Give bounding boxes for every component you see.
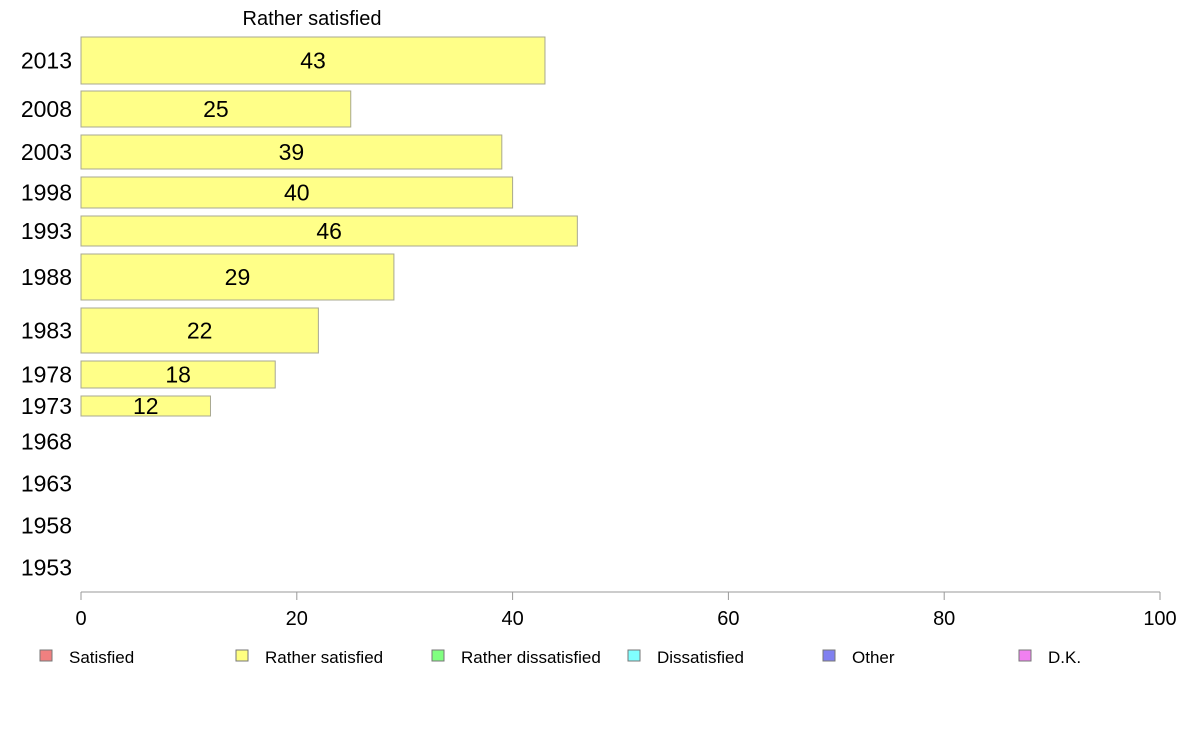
legend-label-3: Dissatisfied bbox=[657, 648, 744, 667]
legend-label-1: Rather satisfied bbox=[265, 648, 383, 667]
x-tick-label-60: 60 bbox=[717, 608, 739, 630]
x-tick-label-80: 80 bbox=[933, 608, 955, 630]
legend-swatch-2 bbox=[431, 649, 445, 662]
y-tick-label-1953: 1953 bbox=[21, 555, 72, 581]
data-label-1993: 46 bbox=[316, 218, 342, 244]
y-tick-label-1998: 1998 bbox=[21, 180, 72, 206]
y-tick-label-1963: 1963 bbox=[21, 471, 72, 497]
y-tick-label-1988: 1988 bbox=[21, 264, 72, 290]
bar-2008 bbox=[80, 90, 352, 128]
y-tick-label-1983: 1983 bbox=[21, 318, 72, 344]
legend-swatch-0 bbox=[39, 649, 53, 662]
data-label-2008: 25 bbox=[203, 96, 229, 122]
y-tick-label-1978: 1978 bbox=[21, 362, 72, 388]
legend-label-0: Satisfied bbox=[69, 648, 134, 667]
x-tick-label-100: 100 bbox=[1143, 608, 1176, 630]
legend-swatch-5 bbox=[1018, 649, 1032, 662]
x-axis: 0 20 40 60 80 100 bbox=[75, 591, 1177, 630]
y-tick-label-1958: 1958 bbox=[21, 513, 72, 539]
bar-2013 bbox=[80, 36, 546, 85]
data-label-2003: 39 bbox=[279, 139, 305, 165]
y-tick-label-2013: 2013 bbox=[21, 48, 72, 74]
y-tick-label-1993: 1993 bbox=[21, 218, 72, 244]
chart-title: Rather satisfied bbox=[243, 8, 382, 30]
data-label-1988: 29 bbox=[225, 264, 251, 290]
y-tick-label-2008: 2008 bbox=[21, 96, 72, 122]
y-axis-labels: 2013 2008 2003 1998 1993 1988 1983 1978 1973 1968… bbox=[21, 48, 72, 581]
legend-label-2: Rather dissatisfied bbox=[461, 648, 601, 667]
data-label-1998: 40 bbox=[284, 180, 310, 206]
legend: Satisfied Rather satisfied Rather dissatis… bbox=[39, 648, 1081, 667]
y-tick-label-2003: 2003 bbox=[21, 139, 72, 165]
legend-swatch-1 bbox=[235, 649, 249, 662]
bar-1983 bbox=[80, 307, 319, 354]
x-tick-label-20: 20 bbox=[286, 608, 308, 630]
legend-label-5: D.K. bbox=[1048, 648, 1081, 667]
bar-1978 bbox=[80, 360, 276, 389]
bar-1973 bbox=[80, 395, 211, 417]
x-tick-label-40: 40 bbox=[501, 608, 523, 630]
bar-1988 bbox=[80, 253, 395, 301]
bar-1993 bbox=[80, 215, 578, 247]
legend-swatch-4 bbox=[822, 649, 836, 662]
data-label-1978: 18 bbox=[165, 362, 191, 388]
y-tick-label-1973: 1973 bbox=[21, 393, 72, 419]
legend-swatch-3 bbox=[627, 649, 641, 662]
data-label-2013: 43 bbox=[300, 48, 326, 74]
bar-1998 bbox=[80, 176, 514, 209]
data-label-1983: 22 bbox=[187, 318, 213, 344]
bar-2003 bbox=[80, 134, 503, 170]
legend-label-4: Other bbox=[852, 648, 895, 667]
y-tick-label-1968: 1968 bbox=[21, 429, 72, 455]
x-tick-label-0: 0 bbox=[75, 608, 86, 630]
data-label-1973: 12 bbox=[133, 393, 159, 419]
